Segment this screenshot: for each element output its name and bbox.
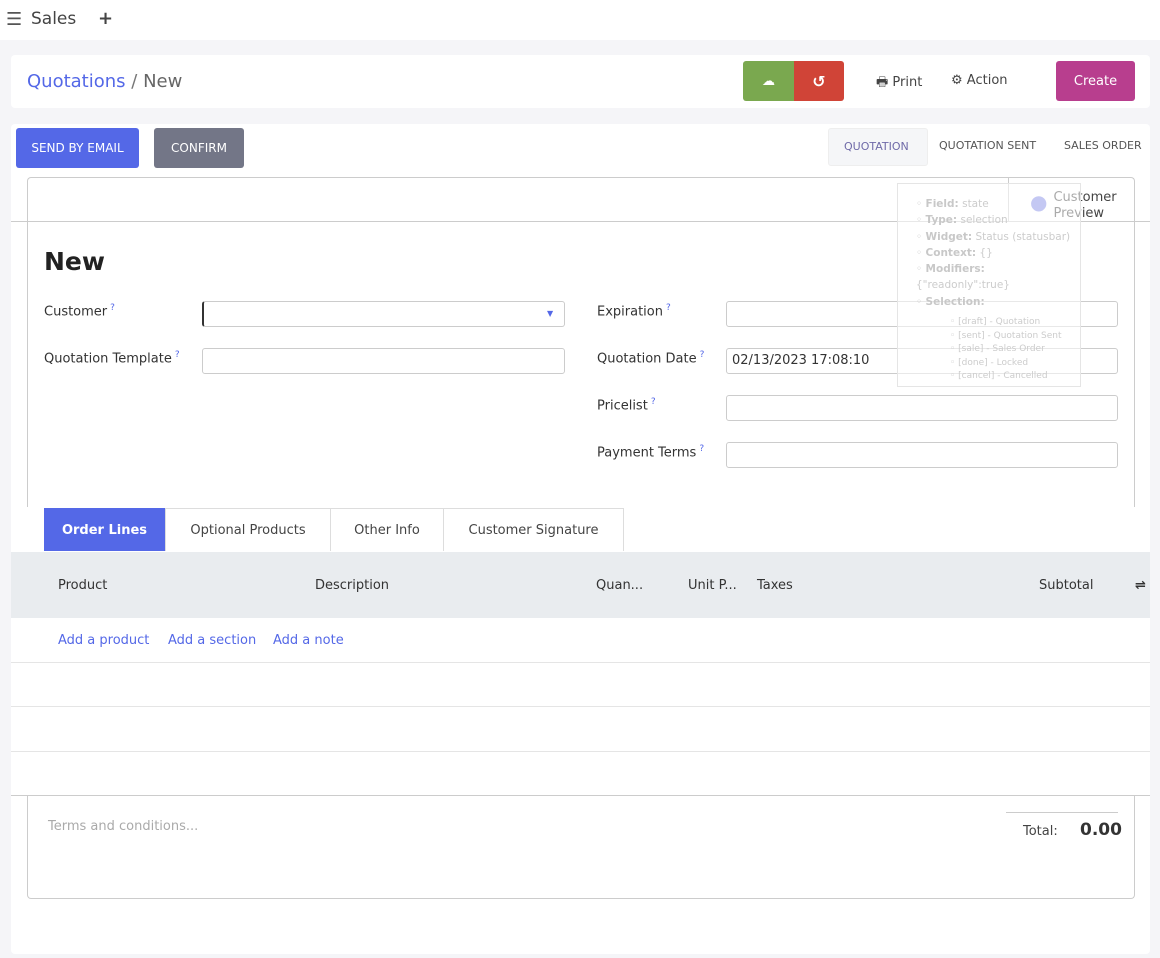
tab-order-lines[interactable]: Order Lines: [44, 508, 165, 551]
total-divider: [1006, 812, 1118, 813]
dropdown-caret-icon[interactable]: ▼: [547, 309, 554, 318]
pricelist-input[interactable]: [726, 395, 1118, 421]
column-product[interactable]: Product: [58, 578, 108, 593]
printer-icon: 🖶: [876, 75, 889, 90]
form-sheet: [27, 177, 1135, 507]
total-label: Total:: [1023, 824, 1058, 839]
tab-customer-signature[interactable]: Customer Signature: [443, 508, 624, 551]
status-quotation-sent[interactable]: QUOTATION SENT: [939, 139, 1037, 152]
quotation-template-label: Quotation Template?: [44, 350, 180, 367]
undo-icon: ↺: [812, 71, 826, 91]
top-navbar: ☰ Sales +: [0, 0, 1160, 40]
status-label: QUOTATION: [844, 140, 909, 153]
app-title[interactable]: Sales: [31, 9, 77, 29]
status-sales-order[interactable]: SALES ORDER: [1064, 139, 1142, 152]
pricelist-label: Pricelist?: [597, 397, 656, 414]
add-section-link[interactable]: Add a section: [168, 633, 257, 648]
terms-input[interactable]: Terms and conditions...: [48, 819, 199, 834]
add-product-link[interactable]: Add a product: [58, 633, 150, 648]
breadcrumb-quotations[interactable]: Quotations: [27, 71, 126, 92]
column-description[interactable]: Description: [315, 578, 390, 593]
save-button[interactable]: ☁: [743, 61, 794, 101]
expiration-label: Expiration?: [597, 303, 671, 320]
table-row: [11, 751, 1150, 752]
send-by-email-button[interactable]: SEND BY EMAIL: [16, 128, 139, 168]
breadcrumb: Quotations / New: [27, 71, 182, 92]
column-taxes[interactable]: Taxes: [757, 578, 793, 593]
customer-input[interactable]: [202, 301, 565, 327]
table-row: [11, 706, 1150, 707]
field-tooltip: ◦ Field: state ◦ Type: selection ◦ Widge…: [897, 183, 1081, 387]
print-button[interactable]: 🖶 Print: [876, 73, 922, 95]
table-header: [11, 552, 1150, 618]
add-note-link[interactable]: Add a note: [273, 633, 344, 648]
action-button[interactable]: ⚙ Action: [951, 73, 1008, 88]
cloud-upload-icon: ☁: [762, 73, 775, 89]
gear-icon: ⚙: [951, 73, 963, 88]
payment-terms-input[interactable]: [726, 442, 1118, 468]
plus-icon[interactable]: +: [98, 8, 114, 29]
tab-optional-products[interactable]: Optional Products: [165, 508, 331, 551]
tab-other-info[interactable]: Other Info: [330, 508, 444, 551]
quotation-template-input[interactable]: [202, 348, 565, 374]
record-title: New: [44, 247, 105, 276]
print-label: Print: [892, 75, 923, 90]
optional-columns-icon[interactable]: ⇌: [1135, 578, 1146, 593]
create-button[interactable]: Create: [1056, 61, 1135, 101]
menu-icon[interactable]: ☰: [6, 9, 23, 30]
discard-button[interactable]: ↺: [794, 61, 844, 101]
column-unit-price[interactable]: Unit P...: [688, 578, 737, 593]
action-label: Action: [966, 73, 1008, 88]
confirm-button[interactable]: CONFIRM: [154, 128, 244, 168]
column-subtotal[interactable]: Subtotal: [1039, 578, 1094, 593]
breadcrumb-separator: /: [131, 71, 138, 92]
quotation-date-label: Quotation Date?: [597, 350, 705, 367]
table-row: [11, 795, 1150, 796]
form-sheet-bottom: [27, 796, 1135, 899]
breadcrumb-current: New: [143, 71, 183, 92]
payment-terms-label: Payment Terms?: [597, 444, 705, 461]
status-quotation[interactable]: QUOTATION: [828, 128, 928, 166]
column-quantity[interactable]: Quan...: [596, 578, 644, 593]
control-panel: Quotations / New ☁ ↺ 🖶 Print ⚙ Action Cr…: [11, 55, 1150, 108]
total-value: 0.00: [1080, 820, 1122, 840]
table-row: [11, 662, 1150, 663]
button-box-divider: [11, 221, 1150, 222]
customer-label: Customer?: [44, 303, 115, 320]
